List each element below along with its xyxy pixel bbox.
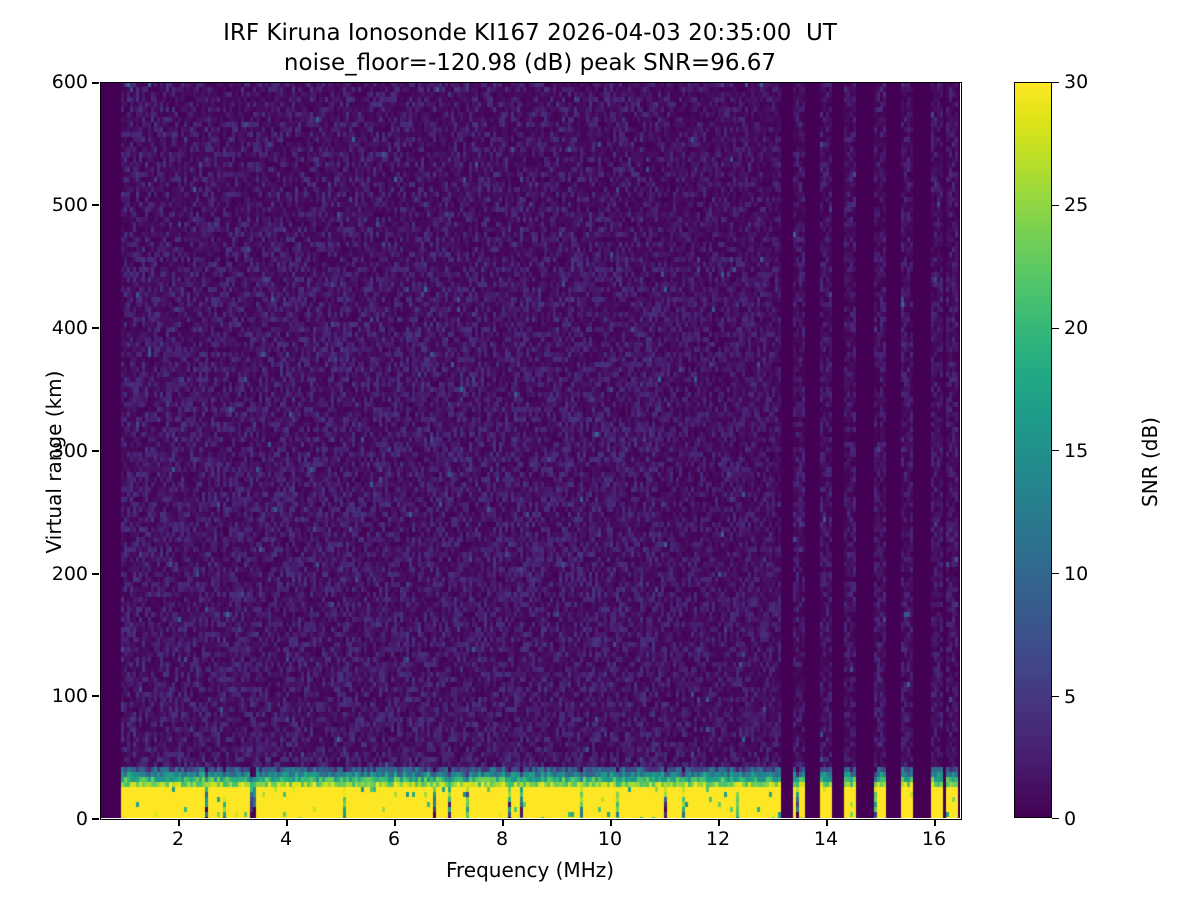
cbtick-mark-30: [1052, 82, 1059, 84]
figure-title-line-1: IRF Kiruna Ionosonde KI167 2026-04-03 20…: [223, 20, 837, 46]
ytick-label-100: 100: [51, 685, 88, 707]
ytick-label-0: 0: [75, 808, 88, 830]
y-axis-label: Virtual range (km): [42, 370, 66, 554]
colorbar-label: SNR (dB): [1138, 417, 1162, 507]
cbtick-mark-5: [1052, 696, 1059, 698]
xtick-mark-14: [826, 819, 828, 826]
cbtick-label-15: 15: [1064, 440, 1089, 462]
xtick-label-12: 12: [705, 828, 731, 850]
cbtick-label-25: 25: [1064, 194, 1089, 216]
ytick-mark-0: [92, 818, 99, 820]
cbtick-label-0: 0: [1064, 808, 1077, 830]
xtick-label-16: 16: [921, 828, 947, 850]
cbtick-mark-25: [1052, 205, 1059, 207]
ytick-label-300: 300: [51, 440, 88, 462]
xtick-mark-10: [610, 819, 612, 826]
xtick-mark-16: [934, 819, 936, 826]
cbtick-label-5: 5: [1064, 686, 1077, 708]
ionogram-plot-area: [100, 82, 960, 818]
xtick-label-4: 4: [279, 828, 293, 850]
cbtick-mark-20: [1052, 328, 1059, 330]
ytick-label-600: 600: [51, 71, 88, 93]
snr-colorbar: [1014, 82, 1052, 818]
xtick-mark-8: [502, 819, 504, 826]
ytick-label-200: 200: [51, 563, 88, 585]
ytick-label-500: 500: [51, 194, 88, 216]
figure-title-line-2: noise_floor=-120.98 (dB) peak SNR=96.67: [283, 50, 777, 76]
cbtick-mark-15: [1052, 450, 1059, 452]
xtick-mark-12: [718, 819, 720, 826]
xtick-label-2: 2: [171, 828, 185, 850]
cbtick-mark-0: [1052, 818, 1059, 820]
cbtick-label-10: 10: [1064, 563, 1089, 585]
xtick-mark-6: [394, 819, 396, 826]
xtick-label-10: 10: [597, 828, 623, 850]
xtick-mark-2: [178, 819, 180, 826]
ytick-mark-200: [92, 573, 99, 575]
ytick-mark-400: [92, 327, 99, 329]
xtick-label-6: 6: [387, 828, 401, 850]
cbtick-label-20: 20: [1064, 317, 1089, 339]
xtick-label-8: 8: [495, 828, 509, 850]
xtick-mark-4: [286, 819, 288, 826]
x-axis-label: Frequency (MHz): [445, 858, 615, 882]
ytick-label-400: 400: [51, 317, 88, 339]
xtick-label-14: 14: [813, 828, 839, 850]
cbtick-label-30: 30: [1064, 71, 1089, 93]
ionogram-heatmap: [100, 82, 960, 818]
ytick-mark-600: [92, 82, 99, 84]
ytick-mark-500: [92, 204, 99, 206]
ytick-mark-300: [92, 450, 99, 452]
ytick-mark-100: [92, 695, 99, 697]
cbtick-mark-10: [1052, 573, 1059, 575]
